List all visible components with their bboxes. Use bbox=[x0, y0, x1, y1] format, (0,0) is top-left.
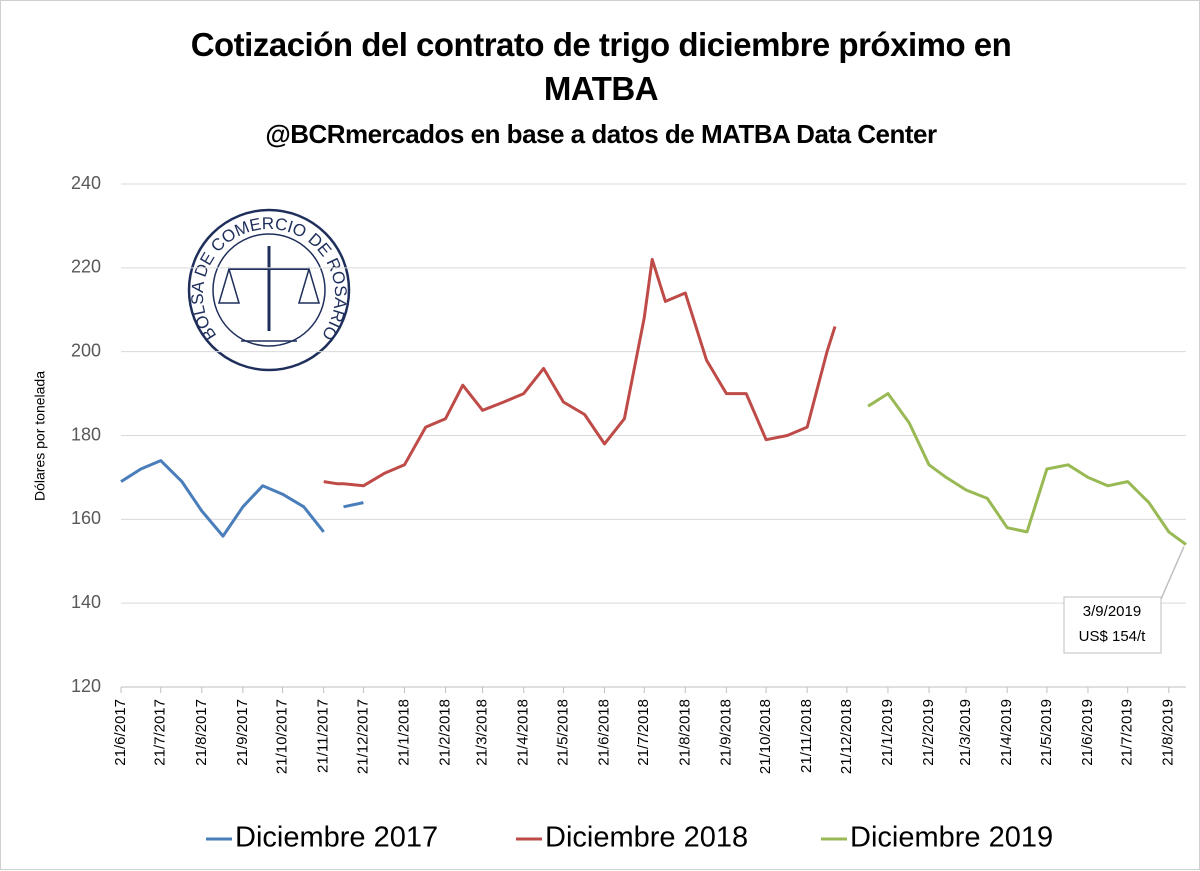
logo-scales bbox=[217, 266, 321, 304]
y-tick-label: 180 bbox=[71, 424, 101, 444]
x-tick-label: 21/8/2018 bbox=[676, 699, 693, 766]
x-tick-label: 21/2/2018 bbox=[437, 699, 454, 766]
x-tick-label: 21/7/2018 bbox=[635, 699, 652, 766]
x-tick-label: 21/3/2019 bbox=[957, 699, 974, 766]
y-axis-title: Dólares por tonelada bbox=[32, 371, 48, 501]
y-tick-label: 160 bbox=[71, 508, 101, 528]
x-tick-label: 21/7/2019 bbox=[1119, 699, 1136, 766]
x-tick-label: 21/3/2018 bbox=[474, 699, 491, 766]
y-tick-label: 140 bbox=[71, 592, 101, 612]
x-tick-label: 21/9/2018 bbox=[717, 699, 734, 766]
y-tick-label: 240 bbox=[71, 173, 101, 193]
x-tick-label: 21/2/2019 bbox=[920, 699, 937, 766]
x-tick-label: 21/5/2019 bbox=[1038, 699, 1055, 766]
annotation: 3/9/2019 US$ 154/t bbox=[1063, 546, 1185, 654]
x-tick-label: 21/6/2018 bbox=[595, 699, 612, 766]
logo: BOLSA DE COMERCIO DE ROSARIO bbox=[187, 208, 351, 372]
series-line bbox=[867, 392, 1187, 546]
series-line bbox=[120, 459, 364, 538]
annotation-box bbox=[1063, 596, 1162, 654]
y-tick-label: 200 bbox=[71, 340, 101, 360]
legend-label: Diciembre 2017 bbox=[235, 822, 438, 854]
chart-subtitle: @BCRmercados en base a datos de MATBA Da… bbox=[265, 119, 937, 149]
y-tick-label: 120 bbox=[71, 676, 101, 696]
x-tick-label: 21/10/2017 bbox=[274, 699, 291, 774]
y-tick-label: 220 bbox=[71, 257, 101, 277]
chart-title: Cotización del contrato de trigo diciemb… bbox=[190, 26, 1012, 107]
x-tick-label: 21/1/2019 bbox=[879, 699, 896, 766]
annotation-text: US$ 154/t bbox=[1079, 628, 1147, 645]
legend: Diciembre 2017 Diciembre 2018 Diciembre 20… bbox=[206, 822, 1053, 854]
x-tick-label: 21/8/2019 bbox=[1160, 699, 1177, 766]
legend-label: Diciembre 2019 bbox=[850, 822, 1053, 854]
legend-label: Diciembre 2018 bbox=[545, 822, 748, 854]
x-tick-label: 21/6/2019 bbox=[1079, 699, 1096, 766]
x-tick-label: 21/6/2017 bbox=[112, 699, 129, 766]
x-tick-label: 21/10/2018 bbox=[757, 699, 774, 774]
x-tick-label: 21/4/2018 bbox=[515, 699, 532, 766]
logo-inner-ring bbox=[212, 233, 326, 347]
x-tick-label: 21/5/2018 bbox=[554, 699, 571, 766]
x-tick-label: 21/12/2018 bbox=[838, 699, 855, 774]
x-tick-label: 21/8/2017 bbox=[193, 699, 210, 766]
x-tick-label: 21/11/2018 bbox=[798, 699, 815, 773]
x-tick-label: 21/1/2018 bbox=[395, 699, 412, 766]
x-tick-label: 21/11/2017 bbox=[315, 699, 332, 773]
x-tick-label: 21/7/2017 bbox=[152, 699, 169, 766]
annotation-text: 3/9/2019 bbox=[1083, 603, 1141, 620]
x-tick-label: 21/4/2019 bbox=[998, 699, 1015, 766]
series-line bbox=[323, 257, 837, 488]
x-tick-label: 21/9/2017 bbox=[234, 699, 251, 766]
x-tick-label: 21/12/2017 bbox=[354, 699, 371, 774]
annotation-leader bbox=[1160, 546, 1185, 600]
